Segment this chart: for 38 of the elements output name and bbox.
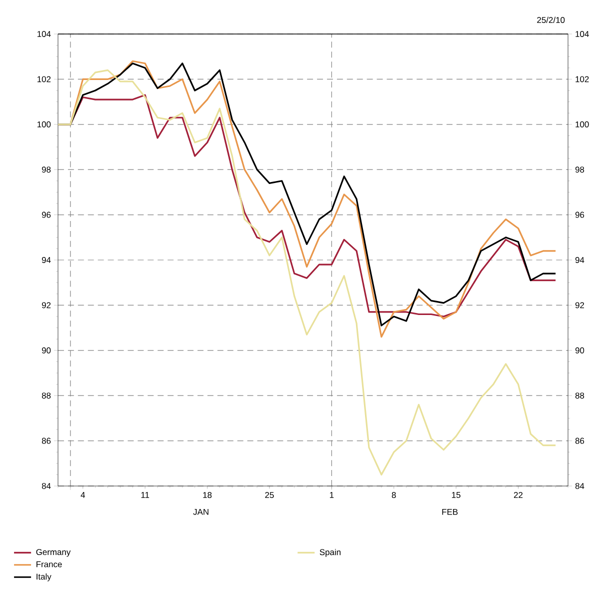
- x-tick-label: 4: [80, 492, 85, 498]
- x-tick-label: 25: [265, 492, 274, 498]
- y2-tick-label: 88: [42, 392, 51, 399]
- x-tick-label: 11: [141, 492, 150, 498]
- x-tick-label: 8: [392, 492, 396, 498]
- legend-label: Italy: [36, 573, 52, 582]
- y2-tick-label: 104: [38, 31, 51, 37]
- y-tick-label: 92: [575, 302, 584, 308]
- y2-tick-label: 84: [42, 483, 51, 489]
- y-tick-label: 90: [575, 347, 584, 354]
- x-tick-label: 22: [514, 492, 523, 498]
- y2-tick-label: 94: [42, 257, 51, 263]
- y-tick-label: 84: [575, 483, 584, 489]
- y2-tick-label: 102: [38, 76, 51, 82]
- legend-label: Germany: [36, 549, 71, 557]
- line-series: [57, 69, 556, 476]
- y-tick-label: 104: [576, 31, 589, 37]
- y2-tick-label: 98: [42, 166, 51, 173]
- y-tick-label: 86: [575, 438, 584, 444]
- y-tick-label: 98: [575, 166, 584, 173]
- y2-tick-label: 96: [42, 212, 51, 218]
- y2-tick-label: 100: [38, 121, 51, 128]
- y-tick-label: 94: [575, 257, 584, 263]
- x-tick-label: 18: [203, 492, 212, 498]
- text: 25/2/10: [537, 16, 565, 23]
- y2-tick-label: 92: [42, 302, 51, 308]
- y-tick-label: 100: [576, 121, 589, 128]
- y2-tick-label: 90: [42, 347, 51, 354]
- legend-label: France: [36, 561, 62, 568]
- text: JAN: [193, 508, 208, 515]
- x-tick-label: 15: [452, 492, 460, 498]
- y-tick-label: 88: [575, 392, 584, 399]
- text: FEB: [442, 508, 458, 515]
- y-tick-label: 96: [575, 212, 584, 218]
- y-tick-label: 102: [576, 76, 589, 82]
- legend-label: Spain: [320, 548, 340, 557]
- x-tick-label: 1: [330, 492, 334, 498]
- y2-tick-label: 86: [42, 438, 51, 444]
